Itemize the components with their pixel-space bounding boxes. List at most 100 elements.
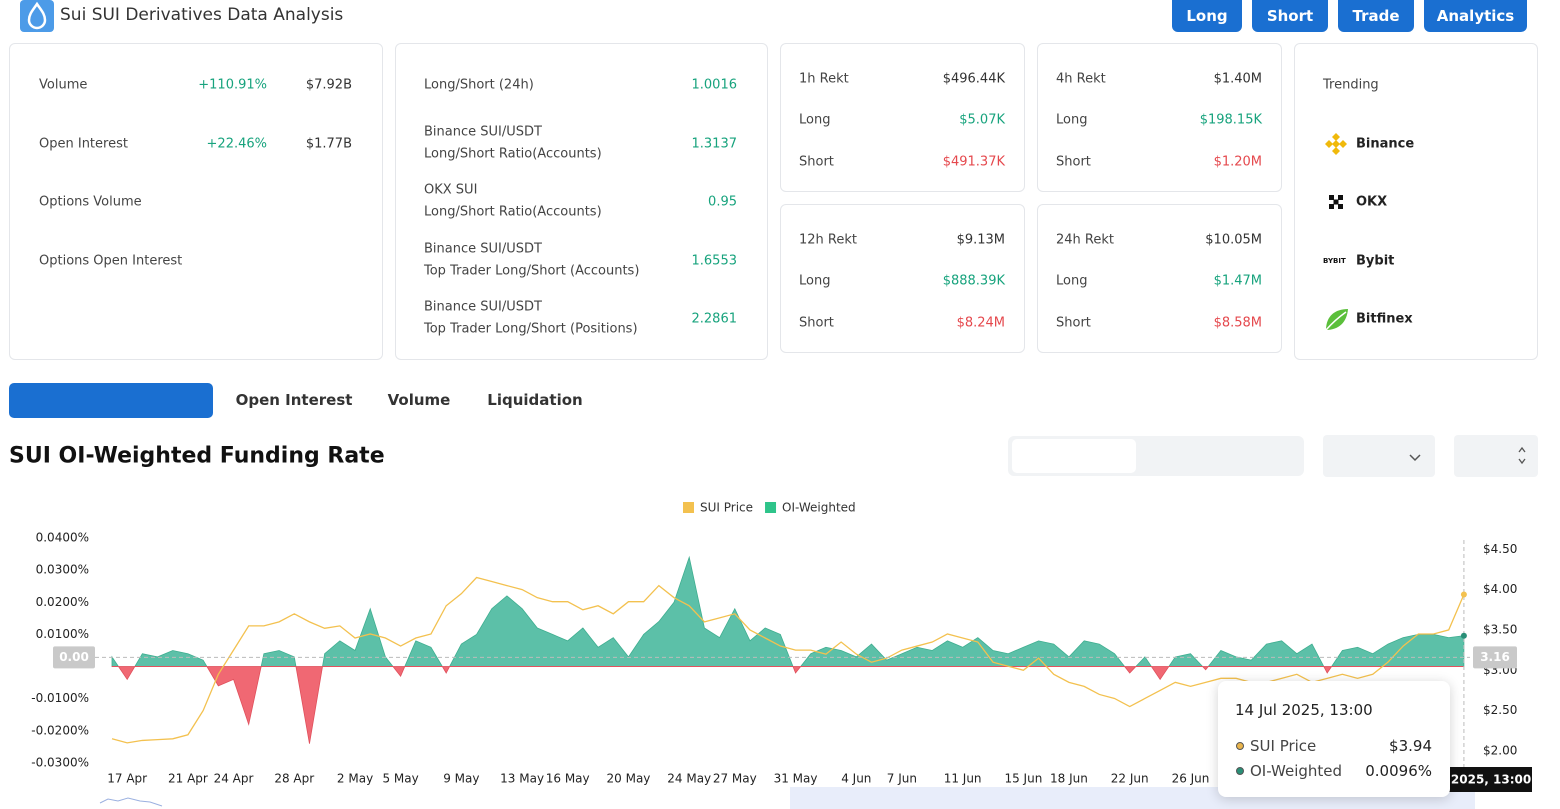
rekt-title: 24h Rekt bbox=[1056, 232, 1114, 248]
tab-active[interactable] bbox=[9, 383, 213, 418]
rekt-total: $1.40M bbox=[1213, 71, 1262, 87]
x-tick-label: 17 Apr bbox=[107, 772, 147, 786]
tooltip-name: OI-Weighted bbox=[1250, 762, 1343, 780]
crosshair-label: 3.16 bbox=[1480, 650, 1510, 664]
rekt-total: $496.44K bbox=[942, 71, 1005, 87]
rekt-short: $8.58M bbox=[1213, 315, 1262, 331]
ratio-label: OKX SUI bbox=[424, 182, 478, 198]
section-title: SUI OI-Weighted Funding Rate bbox=[9, 443, 385, 469]
rekt-card bbox=[1037, 43, 1282, 192]
ratio-label: Long/Short (24h) bbox=[424, 77, 534, 93]
x-tick-label: 5 May bbox=[382, 772, 418, 786]
rekt-long-label: Long bbox=[1056, 112, 1088, 128]
rekt-card bbox=[1037, 204, 1282, 353]
trending-title: Trending bbox=[1323, 77, 1379, 93]
overview-label: Options Volume bbox=[39, 194, 142, 210]
ratio-label: Binance SUI/USDT bbox=[424, 124, 542, 140]
y-tick-label: 0.0400% bbox=[36, 531, 89, 545]
x-tick-label: 4 Jun bbox=[841, 772, 871, 786]
overview-change: +110.91% bbox=[198, 77, 267, 93]
rekt-long-label: Long bbox=[799, 112, 831, 128]
tab[interactable]: Liquidation bbox=[487, 391, 583, 409]
overview-card bbox=[9, 43, 383, 360]
rekt-short: $1.20M bbox=[1213, 154, 1262, 170]
header-button[interactable]: Trade bbox=[1338, 0, 1414, 32]
exchange-icon: BYBIT bbox=[1323, 248, 1349, 274]
rekt-long: $198.15K bbox=[1199, 112, 1262, 128]
rekt-total: $10.05M bbox=[1205, 232, 1262, 248]
rekt-total: $9.13M bbox=[956, 232, 1005, 248]
y-tick-label: 0.0200% bbox=[36, 595, 89, 609]
ratio-sub: Long/Short Ratio(Accounts) bbox=[424, 204, 602, 220]
x-tick-label: 16 May bbox=[546, 772, 590, 786]
x-tick-label: 24 Apr bbox=[214, 772, 254, 786]
rekt-title: 12h Rekt bbox=[799, 232, 857, 248]
exchange-icon bbox=[1323, 306, 1349, 332]
exchange-name: OKX bbox=[1356, 194, 1388, 210]
y2-tick-label: $2.00 bbox=[1483, 743, 1517, 757]
header-button[interactable]: Analytics bbox=[1424, 0, 1527, 32]
rekt-long-label: Long bbox=[1056, 273, 1088, 289]
tooltip-name: SUI Price bbox=[1250, 737, 1317, 755]
x-tick-label: 7 Jun bbox=[887, 772, 917, 786]
legend-label: SUI Price bbox=[700, 501, 753, 515]
chevron bbox=[1518, 446, 1526, 465]
hover-dot bbox=[1460, 632, 1467, 639]
rekt-card bbox=[780, 43, 1025, 192]
exchange-icon bbox=[1323, 189, 1349, 215]
x-tick-label: 13 May bbox=[500, 772, 544, 786]
y-tick-label: 0.0300% bbox=[36, 563, 89, 577]
x-tick-label: 27 May bbox=[713, 772, 757, 786]
tab[interactable]: Volume bbox=[387, 391, 451, 409]
y2-tick-label: $2.50 bbox=[1483, 703, 1517, 717]
interval-select[interactable] bbox=[1454, 435, 1538, 477]
exchange-name: Bitfinex bbox=[1356, 311, 1413, 327]
exchange-name: Binance bbox=[1356, 136, 1415, 152]
chevron bbox=[1409, 454, 1421, 462]
y-tick-label: 0.0100% bbox=[36, 627, 89, 641]
rekt-long: $5.07K bbox=[959, 112, 1005, 128]
overview-value: $7.92B bbox=[305, 77, 352, 93]
select[interactable] bbox=[1323, 435, 1435, 477]
ratio-value: 1.6553 bbox=[691, 253, 738, 269]
toggle-active[interactable] bbox=[1012, 439, 1136, 473]
x-tick-label: 31 May bbox=[774, 772, 818, 786]
ratio-value: 1.3137 bbox=[691, 136, 738, 152]
header-button[interactable]: Short bbox=[1252, 0, 1328, 32]
ratio-value: 2.2861 bbox=[691, 311, 738, 327]
legend-swatch bbox=[765, 502, 777, 513]
tooltip-value: $3.94 bbox=[1389, 737, 1432, 755]
tooltip-value: 0.0096% bbox=[1365, 762, 1432, 780]
hover-dot bbox=[1460, 591, 1467, 598]
page-title: Sui SUI Derivatives Data Analysis bbox=[60, 5, 344, 25]
crosshair-label: 0.00 bbox=[59, 650, 89, 664]
y-tick-label: -0.0300% bbox=[31, 756, 89, 770]
tab[interactable]: Open Interest bbox=[235, 391, 353, 409]
rekt-short: $491.37K bbox=[942, 154, 1005, 170]
ratio-sub: Long/Short Ratio(Accounts) bbox=[424, 146, 602, 162]
x-tick-label: 15 Jun bbox=[1004, 772, 1042, 786]
exchange-name: Bybit bbox=[1356, 253, 1395, 269]
crosshair-badge bbox=[53, 646, 95, 669]
x-tick-label: 28 Apr bbox=[274, 772, 314, 786]
ratio-sub: Top Trader Long/Short (Positions) bbox=[424, 321, 638, 337]
x-tick-label: 22 Jun bbox=[1111, 772, 1149, 786]
header-button[interactable]: Long bbox=[1172, 0, 1242, 32]
x-tick-label: 20 May bbox=[607, 772, 651, 786]
rekt-title: 1h Rekt bbox=[799, 71, 849, 87]
rekt-long: $1.47M bbox=[1213, 273, 1262, 289]
x-tick-label: 18 Jun bbox=[1050, 772, 1088, 786]
crosshair-badge bbox=[1473, 646, 1517, 669]
rekt-short-label: Short bbox=[799, 315, 834, 331]
funding-area-positive bbox=[111, 555, 1465, 666]
ratio-sub: Top Trader Long/Short (Accounts) bbox=[424, 263, 640, 279]
x-tick-label: 2 May bbox=[337, 772, 373, 786]
overview-value: $1.77B bbox=[305, 136, 352, 152]
ratio-value: 0.95 bbox=[708, 194, 737, 210]
legend-swatch bbox=[683, 502, 694, 513]
tooltip: 14 Jul 2025, 13:00 SUI Price $3.94 OI-Weigh… bbox=[1218, 681, 1450, 797]
rekt-short-label: Short bbox=[1056, 315, 1091, 331]
ratio-value: 1.0016 bbox=[691, 77, 738, 93]
y-tick-label: -0.0200% bbox=[31, 723, 89, 737]
